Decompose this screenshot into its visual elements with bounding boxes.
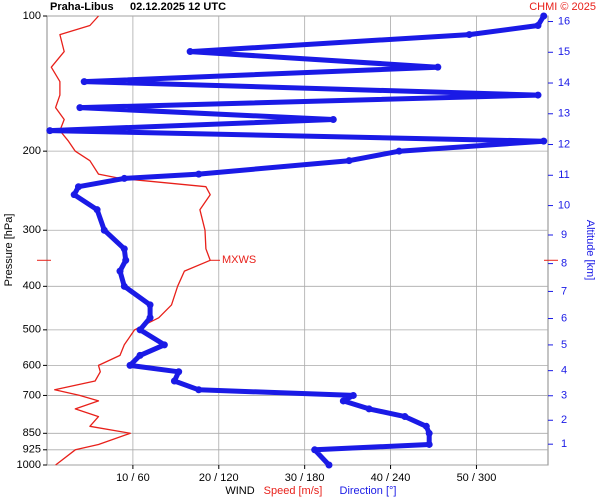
- series-point: [339, 397, 347, 405]
- series-point: [195, 170, 203, 178]
- series-point: [329, 115, 337, 123]
- y-tick-label: 400: [23, 280, 41, 292]
- series-point: [186, 48, 194, 56]
- y-tick-label: 1000: [17, 459, 41, 471]
- y2-tick-label: 14: [558, 77, 570, 89]
- series-point: [465, 31, 473, 39]
- y2-tick-label: 6: [561, 312, 567, 324]
- series-point: [422, 422, 430, 430]
- series-point: [120, 174, 128, 182]
- y2-tick-label: 9: [561, 229, 567, 241]
- y-tick-label: 600: [23, 359, 41, 371]
- y2-tick-label: 8: [561, 258, 567, 270]
- series-point: [425, 440, 433, 448]
- y2-tick-label: 1: [561, 438, 567, 450]
- y2-tick-label: 13: [558, 108, 570, 120]
- series-point: [345, 157, 353, 165]
- y2-tick-label: 10: [558, 199, 570, 211]
- series-point: [175, 368, 183, 376]
- series-point: [395, 147, 403, 155]
- series-point: [401, 413, 409, 421]
- y2-tick-label: 11: [558, 169, 569, 181]
- y-tick-label: 700: [23, 389, 41, 401]
- series-point: [540, 12, 548, 20]
- y2-tick-label: 3: [561, 390, 567, 402]
- series-point: [434, 63, 442, 71]
- series-point: [46, 127, 54, 135]
- y2-tick-label: 12: [558, 138, 570, 150]
- x-tick-label: 50 / 300: [457, 472, 497, 484]
- series-point: [195, 386, 203, 394]
- series-point: [100, 226, 108, 234]
- series-point: [116, 267, 124, 275]
- series-point: [170, 377, 178, 385]
- x-axis-label: WIND: [225, 485, 254, 497]
- y-tick-label: 850: [23, 427, 41, 439]
- credit: CHMI © 2025: [529, 1, 596, 13]
- series-point: [74, 183, 82, 191]
- x-tick-label: 10 / 60: [116, 472, 150, 484]
- y-tick-label: 200: [23, 145, 41, 157]
- y2-tick-label: 16: [558, 15, 570, 27]
- x-tick-label: 40 / 240: [371, 472, 411, 484]
- series-point: [93, 206, 101, 214]
- y-tick-label: 100: [23, 10, 41, 22]
- series-point: [534, 22, 542, 30]
- series-line: [50, 15, 211, 466]
- series-point: [80, 78, 88, 86]
- series-point: [160, 341, 168, 349]
- series-point: [425, 429, 433, 437]
- chart-title: Praha-Libus: [50, 1, 114, 13]
- series-point: [311, 446, 319, 454]
- y2-axis-label: Altitude [km]: [584, 220, 596, 281]
- chart-subtitle: 02.12.2025 12 UTC: [130, 1, 226, 13]
- series-point: [120, 282, 128, 290]
- y2-tick-label: 7: [561, 285, 567, 297]
- series-point: [540, 137, 548, 145]
- legend-label: Speed [m/s]: [264, 485, 323, 497]
- series-point: [349, 391, 357, 399]
- y-tick-label: 300: [23, 224, 41, 236]
- y-tick-label: 925: [23, 444, 41, 456]
- x-tick-label: 20 / 120: [199, 472, 239, 484]
- series-point: [120, 245, 128, 253]
- y-tick-label: 500: [23, 324, 41, 336]
- y-axis-label: Pressure [hPa]: [3, 214, 15, 287]
- y2-tick-label: 15: [558, 46, 570, 58]
- y2-tick-label: 4: [561, 365, 567, 377]
- series-point: [325, 461, 333, 469]
- legend-label: Direction [°]: [340, 485, 397, 497]
- y2-tick-label: 5: [561, 339, 567, 351]
- mxws-label: MXWS: [222, 254, 256, 266]
- series-point: [146, 314, 154, 322]
- series-point: [136, 326, 144, 334]
- series-point: [365, 405, 373, 413]
- series-point: [136, 351, 144, 359]
- series-point: [534, 91, 542, 99]
- series-point: [126, 361, 134, 369]
- x-tick-label: 30 / 180: [285, 472, 325, 484]
- series-point: [146, 301, 154, 309]
- y2-tick-label: 2: [561, 414, 567, 426]
- series-point: [76, 104, 84, 112]
- series-point: [70, 191, 78, 199]
- series-point: [122, 256, 130, 264]
